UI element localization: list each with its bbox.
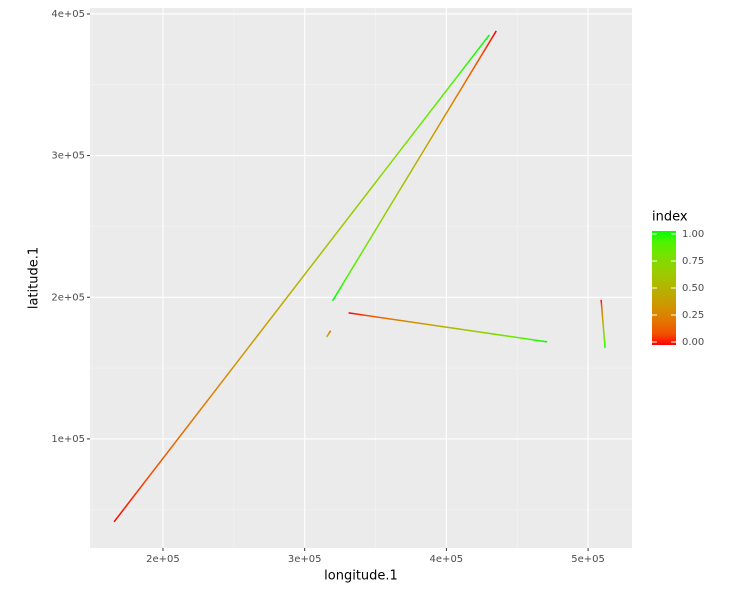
line-segment [113,34,490,523]
y-tick-label: 4e+05 [51,9,85,20]
line-segment [600,299,606,348]
legend-label: 1.00 [682,229,704,240]
legend-label: 0.00 [682,337,704,348]
y-tick-label: 2e+05 [51,292,85,303]
legend-label: 0.50 [682,283,704,294]
x-tick-label: 5e+05 [571,554,605,565]
legend-title: index [652,210,688,225]
y-tick-label: 3e+05 [51,151,85,162]
x-tick-label: 2e+05 [146,554,180,565]
legend-label: 0.75 [682,256,704,267]
line-segment [331,30,497,302]
x-tick-label: 4e+05 [430,554,464,565]
panel [90,8,632,548]
legend-label: 0.25 [682,310,704,321]
x-axis-title: longitude.1 [324,569,398,584]
x-tick-label: 3e+05 [288,554,322,565]
line-segment [326,330,332,338]
y-tick-label: 1e+05 [51,434,85,445]
line-segment [348,312,548,343]
y-axis-title: latitude.1 [27,247,42,309]
